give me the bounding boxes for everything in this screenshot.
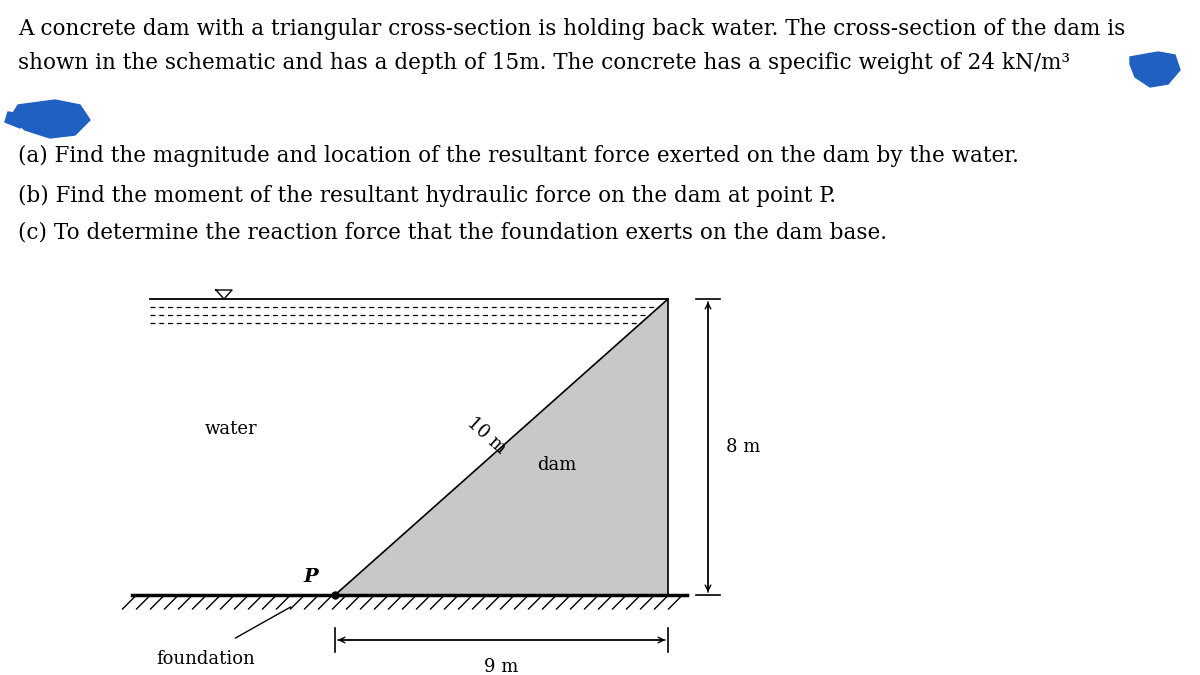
Polygon shape [5,112,30,128]
Text: 10 m: 10 m [463,414,510,458]
Polygon shape [1130,52,1180,87]
Text: water: water [205,419,258,437]
Text: dam: dam [538,456,577,475]
Text: foundation: foundation [156,650,254,668]
Text: 8 m: 8 m [726,438,761,456]
Polygon shape [10,100,90,138]
Polygon shape [335,299,668,595]
Text: P: P [304,568,318,586]
Text: shown in the schematic and has a depth of 15m. The concrete has a specific weigh: shown in the schematic and has a depth o… [18,52,1070,74]
Text: A concrete dam with a triangular cross-section is holding back water. The cross-: A concrete dam with a triangular cross-s… [18,18,1126,40]
Text: (a) Find the magnitude and location of the resultant force exerted on the dam by: (a) Find the magnitude and location of t… [18,145,1019,167]
Text: (b) Find the moment of the resultant hydraulic force on the dam at point P.: (b) Find the moment of the resultant hyd… [18,185,836,207]
Text: (c) To determine the reaction force that the foundation exerts on the dam base.: (c) To determine the reaction force that… [18,222,887,244]
Text: 9 m: 9 m [485,658,518,675]
